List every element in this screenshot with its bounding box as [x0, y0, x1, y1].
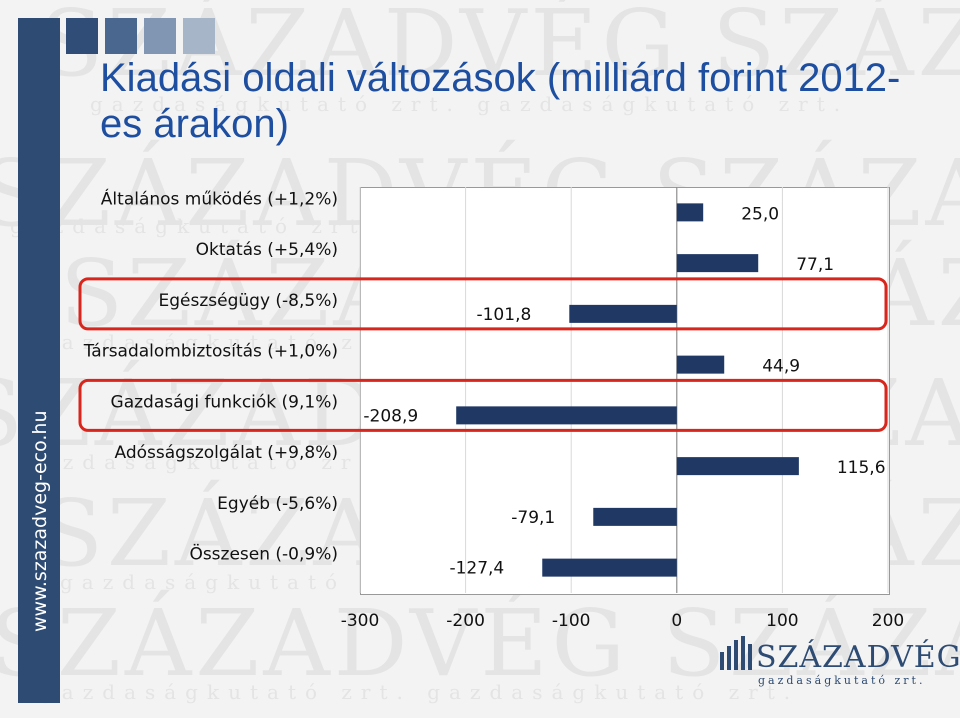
decor-square [144, 18, 176, 54]
data-label: -127,4 [449, 559, 504, 579]
category-label: Egyéb (-5,6%) [217, 494, 338, 514]
page-title: Kiadási oldali változások (milliárd fori… [100, 56, 901, 146]
chart-ticks: -300 -200 -100 0 100 200 [341, 611, 905, 631]
bar [593, 507, 677, 526]
category-label: Társadalombiztosítás (+1,0%) [83, 342, 338, 362]
data-label: 25,0 [741, 204, 779, 224]
decor-square [66, 18, 98, 54]
bar [676, 254, 759, 273]
decor-square [105, 18, 137, 54]
chart-labels: Általános működés (+1,2%) 25,0 Oktatás (+5… [83, 187, 886, 578]
x-tick-label: 200 [872, 611, 904, 631]
data-label: -101,8 [476, 305, 531, 325]
sidebar-bar [18, 18, 60, 703]
category-label: Oktatás (+5,4%) [196, 240, 338, 260]
bar [676, 457, 799, 476]
decor-square [183, 18, 215, 54]
x-tick-label: -200 [446, 611, 485, 631]
bar [456, 406, 677, 425]
category-label: Összesen (-0,9%) [189, 543, 338, 565]
data-label: -208,9 [363, 406, 418, 426]
chart-bars [456, 203, 799, 577]
highlight-box [78, 277, 888, 331]
x-tick-label: -300 [341, 611, 380, 631]
data-label: -79,1 [511, 508, 555, 528]
bar [676, 355, 725, 374]
logo-name: SZÁZADVÉG [756, 640, 960, 675]
logo-tagline: gazdaságkutató zrt. [758, 674, 926, 687]
bar [676, 203, 704, 222]
category-label: Általános működés (+1,2%) [101, 187, 338, 209]
data-label: 44,9 [762, 357, 800, 377]
category-label: Adósságszolgálat (+9,8%) [115, 443, 338, 463]
logo-bars-icon [720, 636, 752, 670]
bar [569, 304, 677, 323]
x-tick-label: 0 [671, 611, 682, 631]
highlight-box [78, 378, 888, 432]
category-label: Gazdasági funkciók (9,1%) [111, 392, 338, 412]
chart-highlights [78, 277, 888, 432]
data-label: 115,6 [837, 458, 886, 478]
chart-grid [359, 187, 889, 593]
data-label: 77,1 [796, 255, 834, 275]
x-tick-label: -100 [552, 611, 591, 631]
bar [542, 558, 677, 577]
category-label: Egészségügy (-8,5%) [159, 291, 339, 311]
x-tick-label: 100 [766, 611, 798, 631]
chart-plot-area [360, 187, 890, 595]
